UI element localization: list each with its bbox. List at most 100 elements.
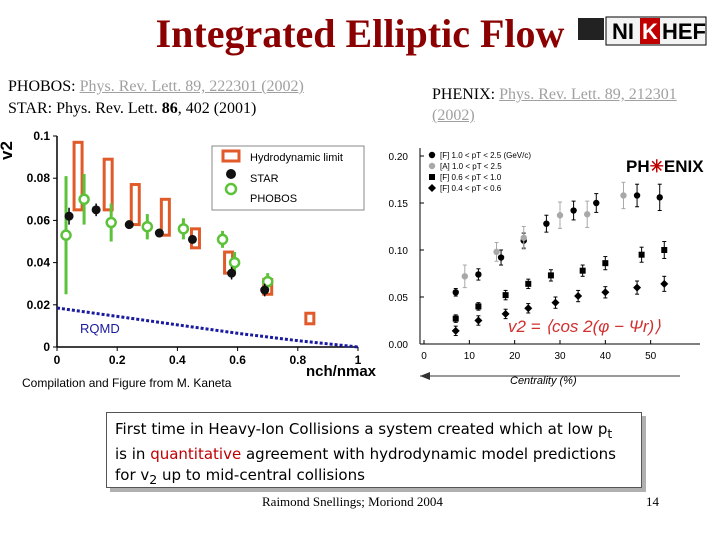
phenix-point-diamond <box>633 283 642 292</box>
nikhef-logo: NI K HEF <box>578 16 707 46</box>
phenix-point-diamond <box>524 304 533 313</box>
conclusion-line2a: is in <box>115 445 151 463</box>
phobos-point <box>216 233 229 246</box>
ref-phobos-link[interactable]: Phys. Rev. Lett. 89, 222301 (2002) <box>79 78 304 95</box>
phenix-point-square <box>547 272 554 279</box>
slide-title: Integrated Elliptic Flow <box>155 11 565 56</box>
phenix-point-square <box>452 315 459 322</box>
centrality-arrow-head <box>420 372 430 380</box>
right-ytick-label: 0.05 <box>389 293 409 304</box>
star-point <box>187 234 197 244</box>
page-number: 14 <box>646 494 659 509</box>
phenix-point-diamond <box>451 326 460 335</box>
right-legend: [F] 1.0 < pT < 2.5 (GeV/c) [A] 1.0 < pT <… <box>428 151 531 193</box>
left-ytick-label: 0.02 <box>27 298 51 312</box>
ref-phenix-link-1[interactable]: Phys. Rev. Lett. 89, 212301 <box>499 86 677 103</box>
left-ytick-label: 0.08 <box>27 171 51 185</box>
left-xtick-label: 0.8 <box>289 353 306 367</box>
ref-star-volume: 86 <box>161 100 178 117</box>
ref-star: STAR: Phys. Rev. Lett. 86, 402 (2001) <box>8 100 256 118</box>
left-xtick-label: 1 <box>355 353 362 367</box>
phenix-point-circle <box>633 192 641 199</box>
right-legend-entry: [F] 1.0 < pT < 2.5 (GeV/c) <box>440 151 531 160</box>
hydro-limit-bar <box>129 183 141 227</box>
left-xtick-label: 0.4 <box>169 353 186 367</box>
phenix-point-circle <box>620 192 627 199</box>
star-point <box>64 211 74 221</box>
v2-vs-centrality-chart: 0.00 0.05 0.10 0.15 0.20 0 10 20 30 40 50 [F] 1.0… <box>389 148 704 387</box>
conclusion-line1: First time in Heavy-Ion Collisions a sys… <box>115 420 608 438</box>
right-ytick-label: 0.15 <box>389 199 409 210</box>
phenix-point-diamond <box>551 298 560 307</box>
right-legend-entry: [F] 0.4 < pT < 0.6 <box>440 184 502 193</box>
left-ytick-label: 0.06 <box>27 213 51 227</box>
phobos-point <box>78 193 90 206</box>
phenix-point-square <box>429 174 435 180</box>
conclusion-line2b: agreement with hydrodynamic model predic… <box>241 445 616 463</box>
phenix-logo-star: ✳ <box>650 157 664 176</box>
phenix-logo-enix: ENIX <box>664 157 704 176</box>
left-xlabel: nch/nmax <box>306 363 377 380</box>
right-plot-area <box>420 148 700 344</box>
phenix-point-circle <box>520 234 527 241</box>
ref-phenix-link-2[interactable]: (2002) <box>432 107 475 124</box>
left-xtick-label: 0.6 <box>229 353 246 367</box>
phenix-point-circle <box>584 211 591 218</box>
phenix-point-square <box>638 251 645 258</box>
ref-star-prefix: STAR: Phys. Rev. Lett. <box>8 100 162 117</box>
phobos-point <box>228 256 241 269</box>
phenix-point-square <box>525 280 532 287</box>
right-legend-entry: [A] 1.0 < pT < 2.5 <box>440 162 502 171</box>
right-ytick-label: 0.20 <box>389 152 409 163</box>
legend-phobos-marker <box>224 182 238 196</box>
star-point <box>124 220 134 230</box>
footer-author: Raimond Snellings; Moriond 2004 <box>262 494 443 509</box>
right-xtick-label: 40 <box>600 351 612 362</box>
figure-credit: Compilation and Figure from M. Kaneta <box>22 376 232 390</box>
v2-vs-nch-chart: v2 0 0.02 0.04 0.06 0.08 0.1 0 0.2 0.4 0.6 0.8 1 H… <box>0 130 377 380</box>
right-marks <box>451 181 669 337</box>
rqmd-line <box>56 306 359 349</box>
star-point <box>91 205 101 215</box>
logo-k-box <box>640 18 660 44</box>
v2-formula: v2 = ⟨cos 2(φ − Ψr)⟩ <box>508 317 661 336</box>
right-xtick-label: 30 <box>554 351 566 362</box>
phenix-point-diamond <box>428 184 436 192</box>
phenix-point-diamond <box>501 309 510 318</box>
right-ytick-label: 0.00 <box>389 340 409 351</box>
star-point <box>260 285 270 295</box>
conclusion-highlight: quantitative <box>150 445 242 463</box>
legend-star: STAR <box>250 173 279 185</box>
logo-text-hef: HEF <box>662 19 706 44</box>
left-ytick-label: 0.1 <box>33 130 50 143</box>
phenix-point-square <box>661 247 668 253</box>
phenix-point-square <box>475 303 482 310</box>
hydro-limit-bar <box>304 311 316 326</box>
phobos-point <box>60 229 72 241</box>
right-xlabel: Centrality (%) <box>510 375 577 387</box>
star-point <box>154 228 164 238</box>
phenix-point-circle <box>493 248 500 256</box>
phenix-point-diamond <box>474 316 483 325</box>
hydro-limit-bar <box>159 197 171 237</box>
phenix-point-circle <box>656 194 663 201</box>
phenix-point-circle <box>452 289 459 296</box>
legend-phobos: PHOBOS <box>250 193 297 205</box>
phenix-point-circle <box>556 212 564 219</box>
star-point <box>227 268 237 278</box>
phenix-point-circle <box>475 271 482 278</box>
conclusion-v2-sub: 2 <box>149 472 158 487</box>
right-legend-entry: [F] 0.6 < pT < 1.0 <box>440 173 502 182</box>
left-y-ticks: 0 0.02 0.04 0.06 0.08 0.1 <box>27 130 57 354</box>
logo-swoosh <box>578 18 604 40</box>
right-ytick-label: 0.10 <box>389 246 409 257</box>
legend-hydro: Hydrodynamic limit <box>250 152 343 164</box>
phenix-point-circle <box>543 220 550 227</box>
ref-phenix: PHENIX: Phys. Rev. Lett. 89, 212301 (2002… <box>432 84 677 126</box>
left-x-ticks: 0 0.2 0.4 0.6 0.8 1 <box>54 347 362 367</box>
conclusion-pt-sub: t <box>607 426 613 441</box>
phobos-point <box>105 216 117 229</box>
ref-phobos-label: PHOBOS: <box>8 78 80 95</box>
left-xtick-label: 0 <box>54 353 61 367</box>
phenix-point-square <box>502 292 509 299</box>
